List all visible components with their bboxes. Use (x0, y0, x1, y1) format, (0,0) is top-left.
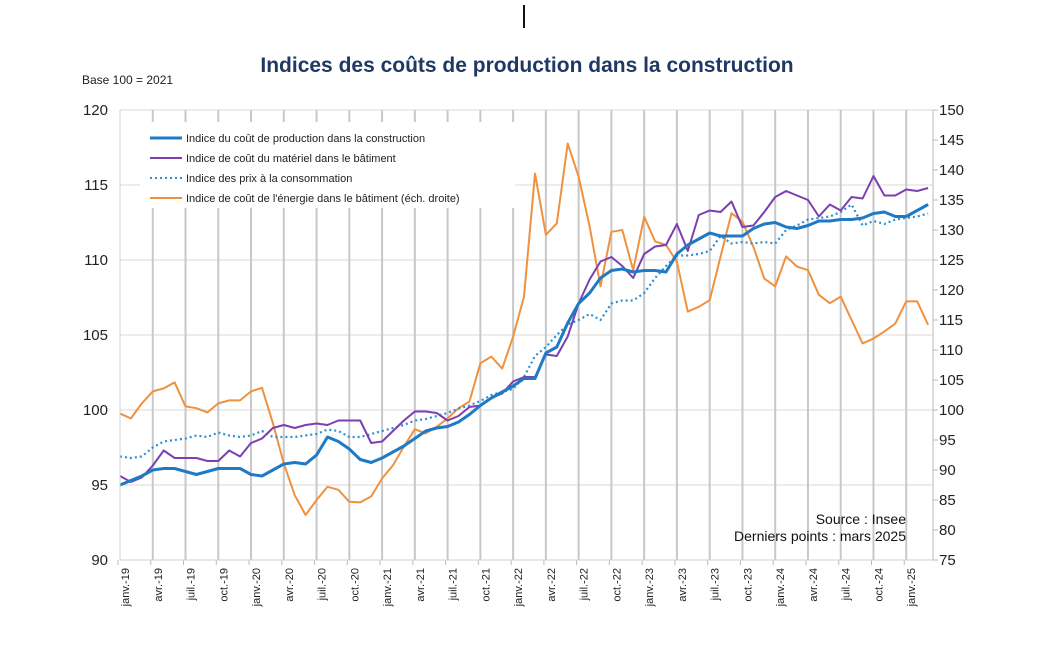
series-line-2 (119, 203, 929, 460)
x-tick-label: janv.-22 (513, 568, 525, 607)
x-tick-label: janv.-25 (906, 568, 918, 607)
x-tick-label: oct.-23 (742, 568, 754, 602)
x-tick-label: janv.-24 (775, 568, 787, 607)
x-tick-label: juil.-24 (841, 568, 853, 601)
source-note: Source : Insee (816, 511, 906, 527)
series-line-0 (119, 203, 929, 487)
y-right-tick-label: 100 (939, 402, 964, 419)
x-tick-label: juil.-23 (710, 568, 722, 601)
y-right-tick-label: 120 (939, 282, 964, 299)
y-right-tick-label: 130 (939, 222, 964, 239)
chart-subtitle: Base 100 = 2021 (82, 73, 173, 87)
x-tick-label: avr.-24 (808, 568, 820, 602)
legend-label-0: Indice du coût de production dans la con… (186, 133, 425, 145)
x-tick-label: avr.-22 (546, 568, 558, 602)
chart-title: Indices des coûts de production dans la … (260, 54, 793, 77)
legend-label-1: Indice de coût du matériel dans le bâtim… (186, 153, 396, 165)
x-tick-label: avr.-23 (677, 568, 689, 602)
x-tick-label: avr.-20 (284, 568, 296, 602)
x-tick-label: janv.-23 (644, 568, 656, 607)
y-right-tick-label: 135 (939, 192, 964, 209)
legend-background (140, 122, 515, 208)
x-tick-label: juil.-22 (579, 568, 591, 601)
y-right-tick-label: 140 (939, 162, 964, 179)
y-left-tick-label: 95 (91, 477, 108, 494)
y-right-tick-label: 145 (939, 132, 964, 149)
y-left-tick-label: 100 (83, 402, 108, 419)
y-left-tick-label: 105 (83, 327, 108, 344)
x-tick-label: oct.-20 (349, 568, 361, 602)
x-tick-label: oct.-21 (480, 568, 492, 602)
y-left-tick-label: 115 (84, 177, 108, 194)
y-right-tick-label: 75 (939, 552, 956, 569)
y-left-tick-label: 110 (84, 252, 108, 269)
legend: Indice du coût de production dans la con… (140, 122, 515, 208)
x-tick-label: avr.-19 (153, 568, 165, 602)
y-right-tick-label: 95 (939, 432, 956, 449)
y-right-tick-label: 105 (939, 372, 964, 389)
x-tick-label: avr.-21 (415, 568, 427, 602)
x-tick-label: janv.-21 (382, 568, 394, 607)
y-right-tick-label: 150 (939, 102, 964, 119)
y-right-tick-label: 85 (939, 492, 956, 509)
series-line-3 (119, 142, 930, 516)
y-left-tick-label: 120 (83, 102, 108, 119)
x-tick-label: oct.-24 (873, 568, 885, 602)
x-tick-label: oct.-19 (218, 568, 230, 602)
x-tick-label: janv.-20 (251, 568, 263, 607)
y-left-tick-label: 90 (91, 552, 108, 569)
y-right-tick-label: 115 (939, 312, 963, 329)
y-right-tick-label: 110 (939, 342, 963, 359)
text-cursor (523, 5, 525, 28)
x-tick-label: juil.-19 (186, 568, 198, 601)
legend-label-3: Indice de coût de l'énergie dans le bâti… (186, 193, 460, 205)
y-right-tick-label: 80 (939, 522, 956, 539)
x-tick-label: juil.-20 (317, 568, 329, 601)
x-tick-label: oct.-22 (611, 568, 623, 602)
y-right-tick-label: 90 (939, 462, 956, 479)
x-tick-label: janv.-19 (120, 568, 132, 607)
series-line-1 (119, 175, 929, 483)
legend-label-2: Indice des prix à la consommation (186, 173, 352, 185)
y-right-tick-label: 125 (939, 252, 964, 269)
x-tick-label: juil.-21 (448, 568, 460, 601)
last-points-note: Derniers points : mars 2025 (734, 528, 906, 544)
